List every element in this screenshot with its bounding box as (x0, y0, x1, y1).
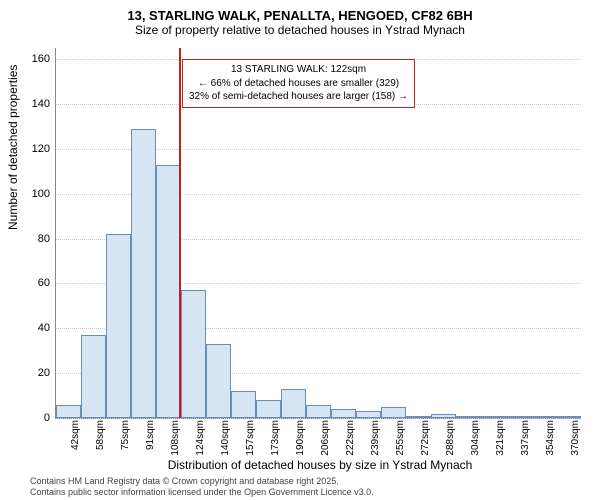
histogram-bar (106, 234, 131, 418)
x-tick-label: 173sqm (270, 418, 281, 456)
footer-line-1: Contains HM Land Registry data © Crown c… (30, 476, 590, 487)
histogram-bar (56, 405, 81, 418)
x-tick-label: 304sqm (470, 418, 481, 456)
x-tick-label: 91sqm (145, 418, 156, 450)
histogram-bar (181, 290, 206, 418)
x-tick-label: 222sqm (345, 418, 356, 456)
y-tick-label: 0 (44, 412, 56, 424)
y-axis-label: Number of detached properties (6, 65, 20, 230)
x-tick-label: 42sqm (70, 418, 81, 450)
y-tick-label: 80 (38, 233, 56, 245)
x-tick-label: 370sqm (570, 418, 581, 456)
x-tick-label: 255sqm (395, 418, 406, 456)
x-tick-label: 124sqm (195, 418, 206, 456)
x-tick-label: 190sqm (295, 418, 306, 456)
histogram-bar (256, 400, 281, 418)
subtitle: Size of property relative to detached ho… (0, 23, 600, 41)
histogram-bar (156, 165, 181, 418)
address-title: 13, STARLING WALK, PENALLTA, HENGOED, CF… (0, 0, 600, 23)
y-tick-label: 160 (32, 53, 56, 65)
y-tick-label: 20 (38, 367, 56, 379)
x-tick-label: 288sqm (445, 418, 456, 456)
y-tick-label: 60 (38, 277, 56, 289)
x-tick-label: 206sqm (320, 418, 331, 456)
histogram-bar (81, 335, 106, 418)
histogram-bar (131, 129, 156, 418)
x-tick-label: 140sqm (220, 418, 231, 456)
x-tick-label: 75sqm (120, 418, 131, 450)
x-tick-label: 272sqm (420, 418, 431, 456)
copyright-footer: Contains HM Land Registry data © Crown c… (30, 476, 590, 498)
y-tick-label: 100 (32, 188, 56, 200)
x-tick-label: 58sqm (95, 418, 106, 450)
histogram-bar (281, 389, 306, 418)
callout-box: 13 STARLING WALK: 122sqm← 66% of detache… (182, 59, 415, 108)
histogram-bar (356, 411, 381, 418)
x-tick-label: 321sqm (495, 418, 506, 456)
x-tick-label: 108sqm (170, 418, 181, 456)
x-tick-label: 354sqm (545, 418, 556, 456)
x-tick-label: 337sqm (520, 418, 531, 456)
y-tick-label: 140 (32, 98, 56, 110)
histogram-bar (306, 405, 331, 418)
callout-line: ← 66% of detached houses are smaller (32… (189, 77, 408, 91)
chart-plot-area: 02040608010012014016042sqm58sqm75sqm91sq… (55, 48, 581, 419)
callout-line: 32% of semi-detached houses are larger (… (189, 90, 408, 104)
x-tick-label: 239sqm (370, 418, 381, 456)
histogram-bar (331, 409, 356, 418)
y-tick-label: 40 (38, 322, 56, 334)
y-tick-label: 120 (32, 143, 56, 155)
x-axis-label: Distribution of detached houses by size … (20, 458, 600, 472)
footer-line-2: Contains public sector information licen… (30, 487, 590, 498)
histogram-bar (231, 391, 256, 418)
x-tick-label: 157sqm (245, 418, 256, 456)
histogram-bar (381, 407, 406, 418)
histogram-bar (206, 344, 231, 418)
callout-line: 13 STARLING WALK: 122sqm (189, 63, 408, 77)
